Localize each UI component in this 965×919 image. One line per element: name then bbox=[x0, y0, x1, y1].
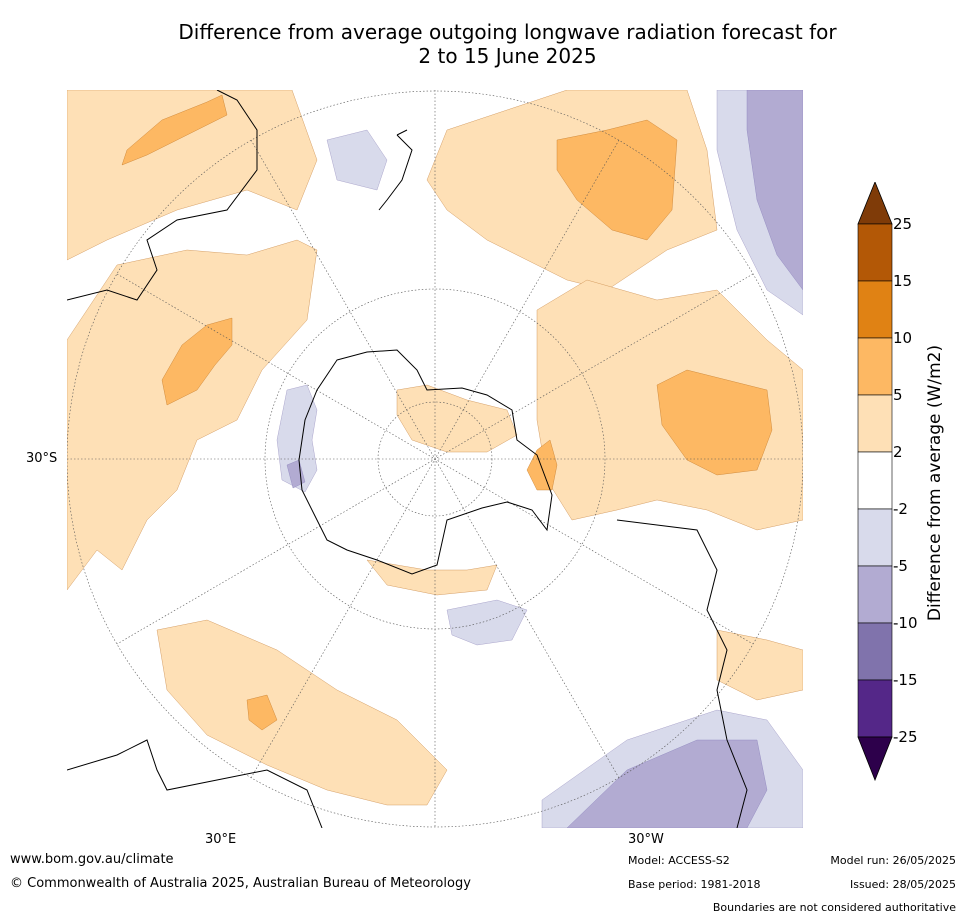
anomaly-region-se bbox=[716, 629, 803, 701]
anomaly-region-ice-edge bbox=[366, 559, 498, 596]
map-title: Difference from average outgoing longwav… bbox=[70, 20, 945, 68]
antarctica-coastline bbox=[298, 349, 553, 575]
new-zealand-coastline bbox=[378, 129, 413, 211]
colorbar-band-15-25 bbox=[857, 223, 893, 282]
anomaly-region-far-ne-core bbox=[746, 90, 803, 291]
latitude-label-30s: 30°S bbox=[26, 451, 58, 466]
colorbar-band-m15-m10 bbox=[857, 622, 893, 681]
graticule bbox=[67, 90, 803, 828]
colorbar-extend-bottom bbox=[857, 736, 893, 782]
footer-disclaimer: Boundaries are not considered authoritat… bbox=[712, 901, 956, 914]
anomaly-region-far-se-core bbox=[566, 739, 768, 828]
anomaly-region-near-nz bbox=[326, 129, 388, 191]
anomaly-region-pole bbox=[396, 384, 518, 453]
colorbar-tick-25: 25 bbox=[893, 215, 913, 233]
anomaly-region-pole-core bbox=[526, 439, 558, 491]
colorbar-band-neutral bbox=[857, 451, 893, 510]
colorbar-tick-5: 5 bbox=[893, 386, 903, 404]
map-svg bbox=[67, 90, 803, 828]
colorbar-band-m10-m5 bbox=[857, 565, 893, 624]
anomaly-region-ne-core bbox=[556, 119, 678, 241]
title-line-2: 2 to 15 June 2025 bbox=[418, 44, 597, 68]
longitude-label-30e: 30°E bbox=[205, 832, 237, 847]
longitude-label-30w: 30°W bbox=[628, 832, 664, 847]
coastlines bbox=[67, 90, 748, 828]
colorbar-band-2-5 bbox=[857, 394, 893, 453]
colorbar-tick-m15: -15 bbox=[893, 671, 918, 689]
south-america-coastline bbox=[616, 519, 748, 828]
colorbar-tick-15: 15 bbox=[893, 272, 913, 290]
colorbar-tick-m10: -10 bbox=[893, 614, 918, 632]
footer-website: www.bom.gov.au/climate bbox=[10, 852, 174, 867]
anomaly-region-west bbox=[67, 239, 318, 591]
anomaly-m10-to-m5 bbox=[286, 90, 803, 828]
anomaly-region-west-core bbox=[161, 317, 233, 406]
footer-issued: Issued: 28/05/2025 bbox=[849, 878, 956, 891]
colorbar-tick-m2: -2 bbox=[893, 500, 908, 518]
anomaly-region-pole-south bbox=[446, 599, 528, 646]
footer-model-run: Model run: 26/05/2025 bbox=[830, 854, 956, 867]
anomaly-5-to-10 bbox=[121, 94, 773, 731]
anomaly-region-sw-core bbox=[246, 694, 278, 731]
colorbar-svg bbox=[857, 180, 893, 782]
africa-coastline bbox=[67, 739, 323, 828]
anomaly-region-pole-west-core bbox=[286, 459, 306, 489]
colorbar-band-m25-m15 bbox=[857, 679, 893, 738]
anomaly-region-nw bbox=[67, 90, 318, 261]
footer-copyright: © Commonwealth of Australia 2025, Austra… bbox=[10, 876, 471, 891]
anomaly-region-sw bbox=[156, 619, 448, 806]
colorbar-title: Difference from average (W/m2) bbox=[925, 344, 945, 622]
colorbar-tick-m25: -25 bbox=[893, 728, 918, 746]
title-line-1: Difference from average outgoing longwav… bbox=[178, 20, 837, 44]
map-panel bbox=[67, 90, 803, 828]
footer-base-period: Base period: 1981-2018 bbox=[628, 878, 761, 891]
anomaly-region-nw-core bbox=[121, 94, 228, 166]
footer-model: Model: ACCESS-S2 bbox=[628, 854, 730, 867]
colorbar bbox=[857, 180, 897, 782]
colorbar-tick-2: 2 bbox=[893, 443, 903, 461]
colorbar-band-10-15 bbox=[857, 280, 893, 339]
colorbar-band-5-10 bbox=[857, 337, 893, 396]
colorbar-tick-10: 10 bbox=[893, 329, 913, 347]
colorbar-tick-m5: -5 bbox=[893, 557, 908, 575]
colorbar-extend-top bbox=[857, 180, 893, 225]
australia-coastline bbox=[67, 90, 258, 301]
colorbar-band-m5-m2 bbox=[857, 508, 893, 567]
anomaly-region-east-core bbox=[656, 369, 773, 476]
